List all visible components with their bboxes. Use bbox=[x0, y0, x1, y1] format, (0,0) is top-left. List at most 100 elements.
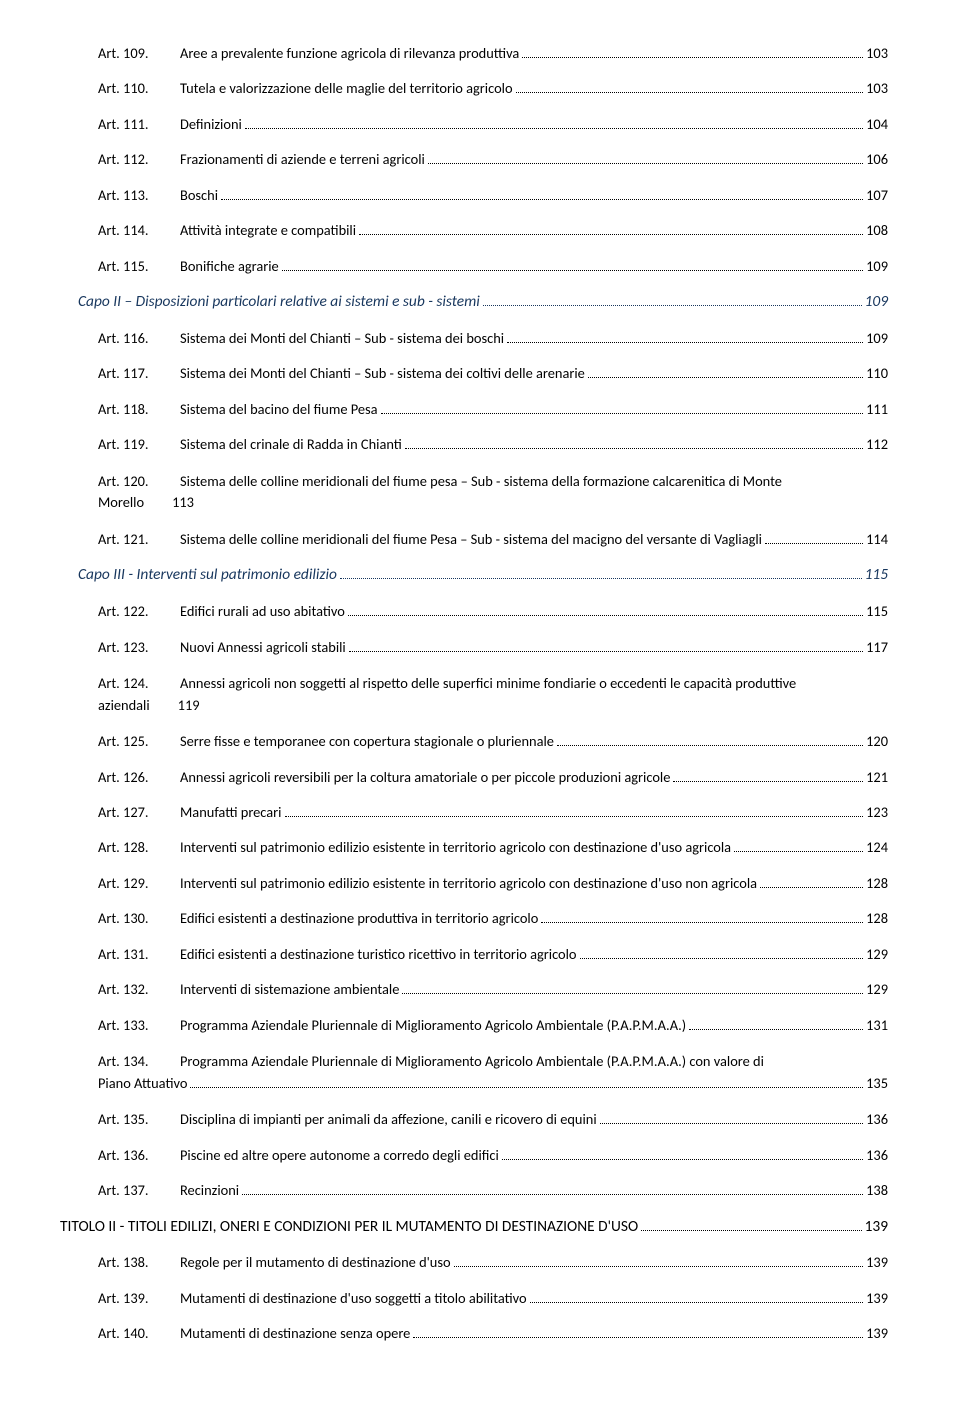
toc-page-number: 129 bbox=[866, 980, 888, 999]
toc-article-title: Interventi di sistemazione ambientale bbox=[180, 980, 399, 999]
toc-page: Art. 109.Aree a prevalente funzione agri… bbox=[0, 0, 960, 1420]
toc-article-title: Bonifiche agrarie bbox=[180, 257, 279, 276]
toc-article-title: Sistema dei Monti del Chianti – Sub - si… bbox=[180, 329, 504, 348]
toc-page-number: 103 bbox=[866, 44, 888, 63]
toc-leader bbox=[689, 1020, 863, 1030]
toc-page-number: 119 bbox=[178, 695, 200, 717]
toc-page-number: 139 bbox=[866, 1253, 888, 1272]
toc-titolo-title: TITOLO II - TITOLI EDILIZI, ONERI E COND… bbox=[60, 1217, 638, 1238]
toc-page-number: 108 bbox=[866, 221, 888, 240]
toc-article-label: Art. 114. bbox=[98, 221, 180, 240]
toc-article-label: Art. 115. bbox=[98, 257, 180, 276]
toc-article-title: Tutela e valorizzazione delle maglie del… bbox=[180, 79, 513, 98]
toc-article-title: Mutamenti di destinazione senza opere bbox=[180, 1324, 410, 1343]
toc-capo-heading: Capo II – Disposizioni particolari relat… bbox=[60, 292, 888, 313]
toc-article-title: Interventi sul patrimonio edilizio esist… bbox=[180, 838, 731, 857]
toc-leader bbox=[245, 119, 863, 129]
toc-leader bbox=[641, 1220, 861, 1230]
toc-entry: Art. 131.Edifici esistenti a destinazion… bbox=[60, 945, 888, 964]
toc-entry: Art. 114.Attività integrate e compatibil… bbox=[60, 221, 888, 240]
toc-entry-multiline: Art. 124.Annessi agricoli non soggetti a… bbox=[60, 673, 888, 716]
toc-entry: Art. 125.Serre fisse e temporanee con co… bbox=[60, 732, 888, 751]
toc-page-number: 128 bbox=[866, 909, 888, 928]
toc-page-number: 120 bbox=[866, 732, 888, 751]
toc-entry: Art. 127.Manufatti precari123 bbox=[60, 803, 888, 822]
toc-article-label: Art. 125. bbox=[98, 732, 180, 751]
toc-entry: Art. 111.Definizioni104 bbox=[60, 115, 888, 134]
toc-entry-multiline: Art. 134.Programma Aziendale Pluriennale… bbox=[60, 1051, 888, 1094]
toc-article-label: Art. 120. bbox=[98, 471, 180, 493]
toc-article-label: Art. 111. bbox=[98, 115, 180, 134]
toc-leader bbox=[349, 642, 863, 652]
toc-article-label: Art. 112. bbox=[98, 150, 180, 169]
toc-article-title: Programma Aziendale Pluriennale di Migli… bbox=[180, 1016, 686, 1035]
toc-entry: Art. 117.Sistema dei Monti del Chianti –… bbox=[60, 364, 888, 383]
toc-entry: Art. 121.Sistema delle colline meridiona… bbox=[60, 530, 888, 549]
toc-leader bbox=[242, 1186, 863, 1196]
toc-leader bbox=[405, 440, 863, 450]
toc-entry: Art. 119.Sistema del crinale di Radda in… bbox=[60, 435, 888, 454]
toc-leader bbox=[507, 333, 863, 343]
toc-page-number: 136 bbox=[866, 1146, 888, 1165]
toc-leader bbox=[760, 878, 863, 888]
toc-page-number: 115 bbox=[865, 565, 888, 586]
toc-article-label: Art. 113. bbox=[98, 186, 180, 205]
toc-entry: Art. 113.Boschi107 bbox=[60, 186, 888, 205]
toc-article-title: Aree a prevalente funzione agricola di r… bbox=[180, 44, 519, 63]
toc-article-title: Mutamenti di destinazione d'uso soggetti… bbox=[180, 1289, 527, 1308]
toc-article-title: Annessi agricoli non soggetti al rispett… bbox=[180, 673, 888, 695]
toc-page-number: 128 bbox=[866, 874, 888, 893]
toc-article-label: Art. 139. bbox=[98, 1289, 180, 1308]
toc-entry: Art. 132.Interventi di sistemazione ambi… bbox=[60, 980, 888, 999]
toc-article-label: Art. 126. bbox=[98, 768, 180, 787]
toc-leader bbox=[530, 1293, 864, 1303]
toc-page-number: 103 bbox=[866, 79, 888, 98]
toc-leader bbox=[348, 606, 863, 616]
toc-page-number: 115 bbox=[866, 602, 888, 621]
toc-page-number: 109 bbox=[866, 329, 888, 348]
toc-article-title-cont: Morello bbox=[98, 492, 144, 514]
toc-leader bbox=[359, 226, 863, 236]
toc-page-number: 131 bbox=[866, 1016, 888, 1035]
toc-page-number: 111 bbox=[866, 400, 888, 419]
toc-container: Art. 109.Aree a prevalente funzione agri… bbox=[60, 44, 888, 1344]
toc-entry: Art. 115.Bonifiche agrarie109 bbox=[60, 257, 888, 276]
toc-article-label: Art. 110. bbox=[98, 79, 180, 98]
toc-article-title: Sistema delle colline meridionali del fi… bbox=[180, 471, 888, 493]
toc-page-number: 107 bbox=[866, 186, 888, 205]
toc-article-title: Recinzioni bbox=[180, 1181, 239, 1200]
toc-leader bbox=[765, 534, 863, 544]
toc-article-label: Art. 119. bbox=[98, 435, 180, 454]
toc-article-label: Art. 122. bbox=[98, 602, 180, 621]
toc-page-number: 123 bbox=[866, 803, 888, 822]
toc-article-label: Art. 129. bbox=[98, 874, 180, 893]
toc-leader bbox=[588, 369, 863, 379]
toc-page-number: 136 bbox=[866, 1110, 888, 1129]
toc-leader bbox=[483, 296, 862, 306]
toc-article-label: Art. 128. bbox=[98, 838, 180, 857]
toc-leader bbox=[282, 261, 863, 271]
toc-page-number: 109 bbox=[865, 292, 888, 313]
toc-article-label: Art. 127. bbox=[98, 803, 180, 822]
toc-page-number: 129 bbox=[866, 945, 888, 964]
toc-article-title: Sistema dei Monti del Chianti – Sub - si… bbox=[180, 364, 585, 383]
toc-article-title: Serre fisse e temporanee con copertura s… bbox=[180, 732, 554, 751]
toc-entry: Art. 123.Nuovi Annessi agricoli stabili1… bbox=[60, 638, 888, 657]
toc-article-title: Edifici esistenti a destinazione produtt… bbox=[180, 909, 538, 928]
toc-page-number: 139 bbox=[865, 1217, 888, 1238]
toc-leader bbox=[402, 985, 863, 995]
toc-entry: Art. 118.Sistema del bacino del fiume Pe… bbox=[60, 400, 888, 419]
toc-article-label: Art. 133. bbox=[98, 1016, 180, 1035]
toc-capo-title: Capo III - Interventi sul patrimonio edi… bbox=[78, 565, 337, 586]
toc-article-title: Sistema del crinale di Radda in Chianti bbox=[180, 435, 402, 454]
toc-article-label: Art. 118. bbox=[98, 400, 180, 419]
toc-leader bbox=[381, 404, 864, 414]
toc-entry: Art. 139.Mutamenti di destinazione d'uso… bbox=[60, 1289, 888, 1308]
toc-leader bbox=[340, 569, 862, 579]
toc-entry: Art. 136.Piscine ed altre opere autonome… bbox=[60, 1146, 888, 1165]
toc-capo-title: Capo II – Disposizioni particolari relat… bbox=[78, 292, 480, 313]
toc-article-label: Art. 117. bbox=[98, 364, 180, 383]
toc-article-label: Art. 138. bbox=[98, 1253, 180, 1272]
toc-leader bbox=[516, 84, 864, 94]
toc-article-title: Edifici rurali ad uso abitativo bbox=[180, 602, 345, 621]
